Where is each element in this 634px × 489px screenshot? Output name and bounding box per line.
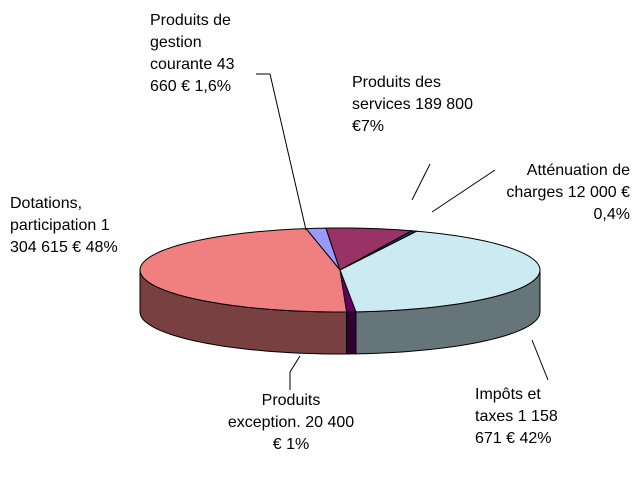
percent-label: 1% <box>286 436 310 453</box>
percent-label: 48% <box>85 239 118 256</box>
slice <box>139 228 348 313</box>
value-label: 12 000 € <box>567 184 630 201</box>
value-label: 1 158 671 € <box>475 408 558 447</box>
leader-line <box>289 355 301 373</box>
value-label: 43 660 € <box>150 56 235 95</box>
leader-line <box>411 163 431 201</box>
slice-label: Impôts et taxes 1 158 671 € 42% <box>475 384 570 450</box>
slice-label: Produits de gestion courante 43 660 € 1,… <box>150 10 245 98</box>
leader-line <box>431 169 496 213</box>
value-label: 20 400 € <box>272 414 355 453</box>
value-label: 1 304 615 € <box>10 217 110 256</box>
category-label: Produits de gestion courante <box>150 12 231 73</box>
category-label: Dotations, participation <box>10 195 97 234</box>
category-label: Produits des services <box>352 74 441 113</box>
slice-side <box>346 311 357 355</box>
value-label: 189 800 € <box>352 96 473 135</box>
leader-line <box>531 339 549 381</box>
percent-label: 42% <box>519 430 552 447</box>
slice <box>339 230 541 313</box>
category-label: Impôts et taxes <box>475 386 541 425</box>
percent-label: 0,4% <box>593 206 630 223</box>
category-label: Produits exception. <box>227 392 321 431</box>
slice-label: Produits exception. 20 400 € 1% <box>226 390 356 456</box>
slice <box>325 227 414 271</box>
leader-line <box>269 73 307 231</box>
slice-label: Produits des services 189 800 €7% <box>352 72 477 138</box>
percent-label: 7% <box>360 118 385 135</box>
pie <box>139 227 541 355</box>
slice-label: Dotations, participation 1 304 615 € 48% <box>10 193 135 259</box>
percent-label: 1,6% <box>194 78 231 95</box>
category-label: Atténuation de charges <box>506 162 630 201</box>
slice-label: Atténuation de charges 12 000 € 0,4% <box>496 160 630 226</box>
